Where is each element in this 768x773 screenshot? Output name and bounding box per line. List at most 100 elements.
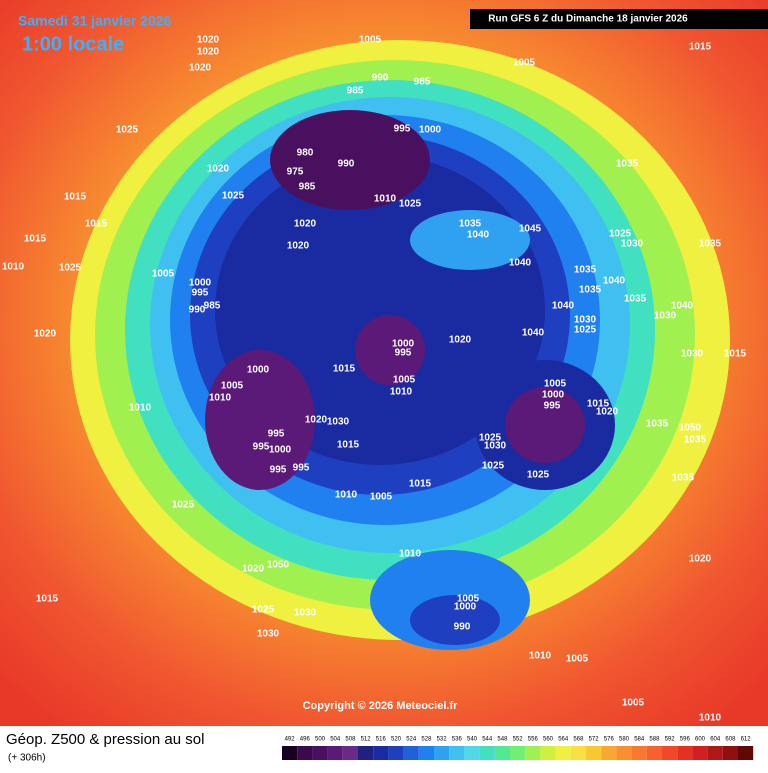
isobar-label: 990 [372, 73, 389, 84]
color-swatch [616, 746, 632, 760]
isobar-label: 1010 [699, 713, 722, 724]
isobar-label: 985 [299, 182, 316, 193]
scale-label: 564 [558, 737, 569, 743]
isobar-label: 1005 [513, 58, 536, 69]
isobar-label: 1015 [36, 594, 59, 605]
scale-label: 572 [589, 737, 600, 743]
color-swatch [297, 746, 313, 760]
color-swatch [327, 746, 343, 760]
scale-label: 548 [497, 737, 508, 743]
isobar-label: 1035 [579, 285, 602, 296]
color-swatch [479, 746, 495, 760]
color-swatch [464, 746, 480, 760]
scale-label: 504 [330, 737, 341, 743]
isobar-label: 1010 [529, 651, 552, 662]
isobar-label: 1025 [527, 470, 550, 481]
isobar-label: 1035 [646, 419, 669, 430]
isobar-label: 1015 [724, 349, 747, 360]
isobar-label: 1005 [566, 654, 589, 665]
lead-time: (+ 306h) [8, 753, 46, 764]
isobar-label: 1010 [390, 387, 413, 398]
color-swatch [631, 746, 647, 760]
color-swatch [738, 746, 754, 760]
scale-label: 584 [634, 737, 645, 743]
isobar-label: 1040 [552, 301, 575, 312]
scale-label: 612 [741, 737, 752, 743]
isobar-label: 1000 [247, 365, 270, 376]
isobar-label: 1035 [616, 159, 639, 170]
geopotential-field [70, 40, 730, 650]
isobar-label: 995 [192, 288, 209, 299]
isobar-label: 1025 [609, 229, 632, 240]
isobar-label: 1015 [64, 192, 87, 203]
isobar-label: 1040 [509, 258, 532, 269]
isobar-label: 1000 [189, 278, 212, 289]
isobar-label: 1035 [574, 265, 597, 276]
isobar-label: 995 [394, 124, 411, 135]
isobar-label: 1040 [522, 328, 545, 339]
isobar-label: 1020 [305, 415, 328, 426]
color-swatch [525, 746, 541, 760]
scale-label: 544 [482, 737, 493, 743]
color-scale: 492 496 500 504 508 512 516 520 524 528 532 536 540 5… [282, 737, 754, 760]
isobar-label: 990 [189, 305, 206, 316]
isobar-label: 1020 [449, 335, 472, 346]
color-swatch [601, 746, 617, 760]
footer-title: Géop. Z500 & pression au sol [6, 731, 204, 748]
isobar-label: 1015 [587, 399, 610, 410]
isobar-label: 995 [544, 401, 561, 412]
scale-label: 588 [649, 737, 660, 743]
scale-label: 596 [680, 737, 691, 743]
color-swatch [434, 746, 450, 760]
scale-label: 580 [619, 737, 630, 743]
isobar-label: 1025 [479, 433, 502, 444]
isobar-label: 1015 [689, 42, 712, 53]
isobar-label: 1010 [374, 194, 397, 205]
scale-label: 492 [285, 737, 296, 743]
color-swatch [570, 746, 586, 760]
color-swatch [692, 746, 708, 760]
color-swatch [540, 746, 556, 760]
isobar-label: 1035 [624, 294, 647, 305]
color-swatch [646, 746, 662, 760]
isobar-label: 1015 [24, 234, 47, 245]
isobar-label: 1020 [34, 329, 57, 340]
isobar-label: 1035 [672, 473, 695, 484]
isobar-label: 995 [395, 348, 412, 359]
isobar-label: 1020 [294, 219, 317, 230]
color-swatch [677, 746, 693, 760]
isobar-label: 1030 [294, 608, 317, 619]
isobar-label: 1030 [574, 315, 597, 326]
isobar-label: 1040 [671, 301, 694, 312]
isobar-label: 985 [414, 77, 431, 88]
isobar-label: 1035 [684, 435, 707, 446]
isobar-label: 1020 [197, 35, 220, 46]
isobar-label: 995 [293, 463, 310, 474]
scale-label: 536 [452, 737, 463, 743]
isobar-label: 1005 [370, 492, 393, 503]
color-swatch [342, 746, 358, 760]
isobar-label: 1025 [574, 325, 597, 336]
isobar-label: 1045 [519, 224, 542, 235]
isobar-label: 1005 [152, 269, 175, 280]
isobar-label: 1030 [681, 349, 704, 360]
isobar-label: 1000 [269, 445, 292, 456]
isobar-label: 1025 [172, 500, 195, 511]
color-swatch [707, 746, 723, 760]
isobar-label: 1030 [257, 629, 280, 640]
color-swatch [494, 746, 510, 760]
scale-label: 532 [437, 737, 448, 743]
isobar-label: 1020 [197, 47, 220, 58]
isobar-label: 1025 [59, 263, 82, 274]
isobar-label: 995 [270, 465, 287, 476]
isobar-label: 990 [454, 622, 471, 633]
isobar-label: 1030 [484, 441, 507, 452]
isobar-label: 1025 [482, 461, 505, 472]
scale-label: 560 [543, 737, 554, 743]
isobar-label: 1050 [679, 423, 702, 434]
isobar-label: 1035 [699, 239, 722, 250]
isobar-label: 975 [287, 167, 304, 178]
scale-label: 540 [467, 737, 478, 743]
isobar-label: 1030 [621, 239, 644, 250]
isobar-label: 1020 [689, 554, 712, 565]
